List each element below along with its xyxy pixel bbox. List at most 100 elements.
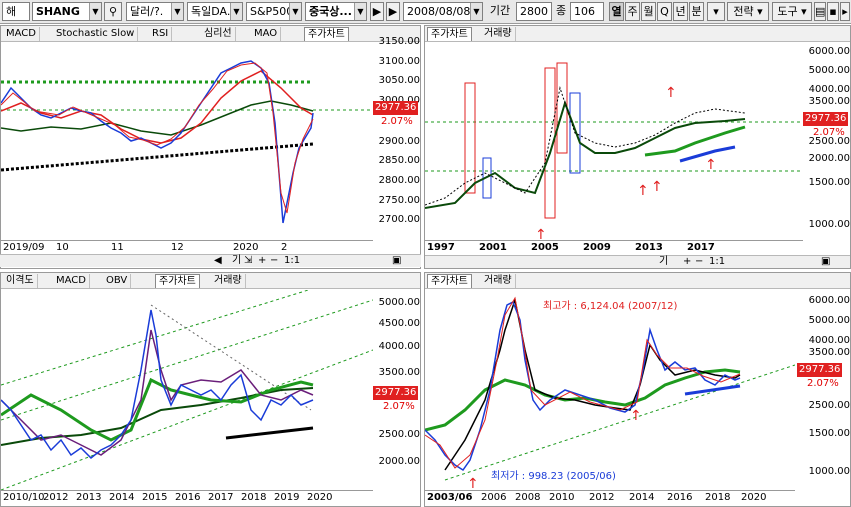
x-tick: 2010 bbox=[549, 492, 575, 503]
x-tick: 2018 bbox=[705, 492, 731, 503]
tab-label: 이격도 bbox=[6, 275, 34, 286]
freq-year-label: 년 bbox=[675, 5, 686, 18]
x-tick: 2015 bbox=[142, 492, 168, 503]
save-button[interactable]: ▪ bbox=[827, 2, 839, 21]
freq-month-button[interactable]: 월 bbox=[641, 2, 656, 21]
price-chart-plot[interactable]: ↑ ↑ ↑ ↑ ↑ bbox=[425, 43, 803, 243]
candle bbox=[464, 82, 476, 194]
chevron-down-icon[interactable]: ▼ bbox=[89, 3, 101, 20]
chevron-down-icon: ▾ bbox=[713, 5, 719, 18]
zoom-out-icon[interactable]: − bbox=[270, 255, 279, 266]
x-axis: 2019/09 10 11 12 2020 2 bbox=[1, 240, 373, 254]
chevron-down-icon[interactable]: ▼ bbox=[470, 3, 482, 20]
settings-icon[interactable]: ▣ bbox=[821, 256, 831, 267]
freq-min-button[interactable]: 분 bbox=[689, 2, 704, 21]
x-axis: 1997 2001 2005 2009 2013 2017 bbox=[425, 240, 803, 254]
tab-price-chart[interactable]: 주가차트 bbox=[304, 27, 349, 41]
main-toolbar: 해 SHANG ▼ ⚲ 달러/?. ▼ 독일DA.. ▼ S&P500 ▼ 중국상...… bbox=[0, 0, 851, 24]
index-select[interactable]: S&P500 ▼ bbox=[246, 2, 302, 21]
settings-toggle-button[interactable]: ▾ bbox=[707, 2, 725, 21]
freq-day-button[interactable]: 열 bbox=[609, 2, 624, 21]
tab-volume[interactable]: 거래량 bbox=[481, 274, 516, 288]
freq-week-label: 주 bbox=[627, 5, 638, 18]
channel-upper2 bbox=[1, 290, 310, 386]
tab-macd[interactable]: MACD bbox=[3, 27, 40, 41]
y-tick: 3500.00 bbox=[378, 367, 420, 378]
menu-label: 해 bbox=[6, 5, 17, 18]
tools-button[interactable]: 도구 ▾ bbox=[772, 2, 812, 21]
y-tick: 2700.00 bbox=[378, 214, 420, 225]
tab-volume[interactable]: 거래량 bbox=[211, 274, 246, 288]
currency-text: 달러/?. bbox=[130, 5, 164, 18]
count-input[interactable]: 106 bbox=[570, 2, 604, 21]
next-button[interactable]: ▶ bbox=[386, 2, 400, 21]
y-tick: 1500.00 bbox=[808, 428, 850, 439]
tab-volume[interactable]: 거래량 bbox=[481, 27, 516, 41]
x-tick: 2013 bbox=[635, 242, 663, 253]
freq-min-label: 분 bbox=[691, 5, 702, 18]
chevron-down-icon[interactable]: ▼ bbox=[289, 3, 301, 20]
x-tick: 2003/06 bbox=[427, 492, 473, 503]
symbol-input[interactable]: SHANG ▼ bbox=[32, 2, 102, 21]
ma-dark-green bbox=[1, 100, 314, 136]
zoom-ratio: 1:1 bbox=[284, 255, 301, 266]
candle bbox=[569, 92, 581, 174]
y-tick: 2750.00 bbox=[378, 195, 420, 206]
settings-icon[interactable]: ▣ bbox=[392, 255, 402, 266]
chart-panel-top-right: 주가차트 거래량 ↑ ↑ ↑ ↑ ↑ 6000.00 5000.00 4000.… bbox=[424, 25, 851, 269]
change-percent: 2.07% bbox=[813, 127, 845, 138]
chart-scrollbar[interactable]: 기 + − 1:1 ▣ bbox=[425, 255, 850, 268]
tab-obv[interactable]: OBV bbox=[103, 274, 132, 288]
tab-price-chart[interactable]: 주가차트 bbox=[155, 274, 200, 288]
search-button[interactable]: ⚲ bbox=[104, 2, 122, 21]
chevron-down-icon[interactable]: ▼ bbox=[171, 3, 183, 20]
print-button[interactable]: ▤ bbox=[814, 2, 826, 21]
currency-select[interactable]: 달러/?. ▼ bbox=[126, 2, 184, 21]
zoom-in-icon[interactable]: + bbox=[683, 256, 692, 267]
support-line bbox=[225, 426, 314, 440]
price-chart-plot[interactable] bbox=[1, 43, 373, 247]
chart-scrollbar[interactable]: ◀ 기 ⇲ + − 1:1 ▣ bbox=[0, 254, 421, 267]
play-button[interactable]: ▶ bbox=[370, 2, 384, 21]
y-tick: 4000.00 bbox=[808, 335, 850, 346]
zoom-out-icon[interactable]: − bbox=[695, 256, 704, 267]
index-text: S&P500 bbox=[250, 5, 294, 18]
x-tick: 2005 bbox=[531, 242, 559, 253]
open-button[interactable]: ▸ bbox=[840, 2, 850, 21]
freq-year-button[interactable]: 년 bbox=[673, 2, 688, 21]
period-label: 기간 bbox=[486, 2, 514, 21]
tab-bar: 이격도 MACD OBV 주가차트 거래량 bbox=[1, 273, 420, 289]
chevron-down-icon[interactable]: ▼ bbox=[230, 3, 242, 20]
price-chart-plot[interactable] bbox=[1, 290, 373, 490]
price-chart-plot[interactable]: ↑ ↑ bbox=[425, 290, 795, 490]
tab-price-chart[interactable]: 주가차트 bbox=[427, 274, 472, 288]
country-select[interactable]: 독일DA.. ▼ bbox=[187, 2, 243, 21]
freq-quarter-button[interactable]: Q bbox=[657, 2, 672, 21]
candles-up bbox=[425, 296, 741, 469]
arrow-up-icon: ↑ bbox=[637, 183, 649, 199]
freq-month-label: 월 bbox=[643, 5, 654, 18]
y-tick: 3050.00 bbox=[378, 75, 420, 86]
search-icon: ⚲ bbox=[108, 5, 118, 18]
region-select[interactable]: 중국상... ▼ bbox=[305, 2, 367, 21]
period-input[interactable]: 2800 bbox=[516, 2, 552, 21]
date-input[interactable]: 2008/08/08 ▼ bbox=[403, 2, 483, 21]
count-label: 종 bbox=[554, 2, 568, 21]
menu-dropdown[interactable]: 해 bbox=[2, 2, 30, 21]
tab-mao[interactable]: MAO bbox=[251, 27, 282, 41]
zoom-in-icon[interactable]: + bbox=[258, 255, 267, 266]
strategy-button[interactable]: 전략 ▾ bbox=[727, 2, 769, 21]
tab-price-chart[interactable]: 주가차트 bbox=[427, 27, 472, 41]
freq-week-button[interactable]: 주 bbox=[625, 2, 640, 21]
tab-disparity[interactable]: 이격도 bbox=[3, 274, 38, 288]
price-line bbox=[1, 309, 314, 460]
zoom-fit-icon[interactable]: ⇲ bbox=[244, 255, 253, 266]
tab-macd[interactable]: MACD bbox=[53, 274, 90, 288]
tab-psychology[interactable]: 심리선 bbox=[201, 27, 236, 41]
arrow-left-icon[interactable]: ◀ bbox=[214, 255, 222, 266]
chevron-down-icon[interactable]: ▼ bbox=[354, 3, 366, 20]
tab-stochastic[interactable]: Stochastic Slow bbox=[53, 27, 139, 41]
tab-rsi[interactable]: RSI bbox=[149, 27, 173, 41]
x-tick: 2019 bbox=[274, 492, 300, 503]
symbol-text: SHANG bbox=[36, 5, 80, 18]
